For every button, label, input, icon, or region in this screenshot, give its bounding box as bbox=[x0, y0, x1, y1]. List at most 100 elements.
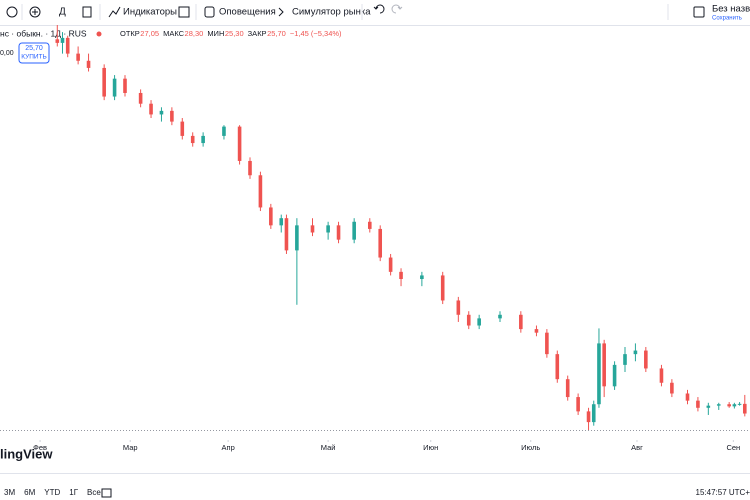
candle-body bbox=[284, 218, 289, 251]
candle-body bbox=[612, 364, 617, 387]
range-button[interactable]: 6М bbox=[24, 488, 35, 497]
candle-body bbox=[367, 221, 372, 229]
candle-body bbox=[706, 405, 711, 408]
candle-body bbox=[237, 126, 242, 161]
candle-body bbox=[102, 67, 106, 97]
candle-body bbox=[222, 126, 226, 136]
range-button[interactable]: Все bbox=[87, 488, 101, 497]
candle-body bbox=[76, 53, 80, 61]
legend-high-label: МАКС bbox=[163, 29, 185, 38]
add-icon[interactable] bbox=[29, 6, 41, 18]
status-dot bbox=[96, 31, 102, 37]
x-tick-label: Июль bbox=[521, 443, 540, 452]
candle-body bbox=[310, 225, 315, 233]
candle-body bbox=[60, 37, 65, 43]
candle-body bbox=[477, 318, 481, 326]
candle-body bbox=[138, 92, 143, 104]
candle-body bbox=[456, 300, 461, 315]
layout-name[interactable]: Без назван bbox=[712, 4, 750, 15]
range-button[interactable]: YTD bbox=[44, 488, 60, 497]
candle-body bbox=[597, 343, 601, 405]
candle-body bbox=[696, 400, 700, 408]
candle-body bbox=[586, 411, 591, 423]
range-button[interactable]: 1Г bbox=[69, 488, 78, 497]
range-button[interactable]: 3М bbox=[4, 488, 15, 497]
toolbar-item[interactable]: Д bbox=[59, 7, 66, 18]
candle-body bbox=[466, 314, 471, 326]
indicators-icon bbox=[108, 6, 121, 18]
range-bar: 3М 6М YTD 1Г Все bbox=[4, 488, 101, 497]
candle-body bbox=[258, 175, 263, 208]
candle-body bbox=[670, 382, 674, 394]
icon[interactable] bbox=[6, 6, 18, 18]
candle-body bbox=[388, 257, 393, 272]
candle-body bbox=[170, 110, 174, 122]
toolbar-item[interactable]: Индикаторы bbox=[123, 7, 177, 18]
buy-button[interactable] bbox=[18, 42, 50, 64]
candle-body bbox=[86, 60, 91, 68]
layout-checkbox[interactable] bbox=[693, 6, 705, 18]
candle-body bbox=[519, 314, 523, 330]
candle-body bbox=[420, 275, 424, 280]
toolbar-item[interactable]: Оповещения bbox=[219, 7, 276, 18]
alert-icon bbox=[204, 6, 215, 18]
buy-price[interactable]: 25,70 bbox=[25, 45, 43, 52]
candle-body bbox=[336, 225, 341, 240]
candle-body bbox=[545, 332, 549, 355]
legend-change: −1,45 (−5,34%) bbox=[290, 29, 342, 38]
candle-body bbox=[378, 228, 383, 258]
x-tick-label: Фев bbox=[33, 443, 47, 452]
chart-type-icon[interactable] bbox=[82, 6, 92, 18]
candle-body bbox=[659, 368, 664, 383]
x-tick-label: Сен bbox=[726, 443, 740, 452]
candle-body bbox=[159, 110, 164, 115]
candle-body bbox=[591, 404, 596, 423]
plot bbox=[55, 25, 747, 430]
candle-body bbox=[326, 225, 330, 233]
sell-price: 0,00 bbox=[0, 50, 14, 57]
candle-body bbox=[112, 78, 117, 97]
candle-body bbox=[352, 221, 356, 240]
x-tick-label: Авг bbox=[631, 443, 643, 452]
legend-low: 25,30 bbox=[225, 29, 244, 38]
candle-body bbox=[248, 160, 252, 176]
ohlc-legend: ОТКР 27,05 МАКС 28,30 МИН 25,30 ЗАКР 25,70 −1,45… bbox=[120, 29, 342, 38]
layout-icon[interactable] bbox=[178, 6, 190, 18]
legend-open: 27,05 bbox=[140, 29, 159, 38]
x-tick-label: Апр bbox=[222, 443, 235, 452]
candle-body bbox=[623, 354, 627, 365]
candle-body bbox=[201, 135, 205, 144]
legend-open-label: ОТКР bbox=[120, 29, 140, 38]
candle-body bbox=[716, 404, 721, 406]
candle-body bbox=[123, 78, 127, 93]
candle-body bbox=[576, 397, 580, 412]
candle-body bbox=[55, 39, 60, 43]
toolbar-item[interactable]: Симулятор рынка bbox=[292, 7, 371, 18]
x-tick-label: Мар bbox=[123, 443, 138, 452]
replay-icon bbox=[278, 7, 284, 17]
candle-body bbox=[732, 404, 737, 407]
candle-body bbox=[633, 350, 638, 355]
save-label[interactable]: Сохранить bbox=[712, 16, 742, 22]
x-tick-label: Июн bbox=[423, 443, 438, 452]
candle-body bbox=[180, 121, 185, 136]
undo-icon[interactable] bbox=[373, 4, 385, 14]
legend-low-label: МИН bbox=[207, 29, 224, 38]
candle-body bbox=[269, 207, 273, 226]
candle-body bbox=[295, 225, 299, 251]
candle-body bbox=[498, 314, 502, 319]
redo-icon[interactable] bbox=[391, 4, 403, 14]
candle-body bbox=[727, 404, 731, 407]
legend-high: 28,30 bbox=[185, 29, 204, 38]
candle-body bbox=[399, 271, 403, 280]
candle-body bbox=[440, 275, 445, 301]
date-range-icon[interactable] bbox=[101, 488, 112, 498]
x-tick-label: Май bbox=[321, 443, 336, 452]
buy-label[interactable]: КУПИТЬ bbox=[21, 54, 47, 61]
candle-body bbox=[565, 379, 570, 398]
candle-body bbox=[149, 103, 153, 115]
candle-body bbox=[737, 403, 742, 405]
candle-body bbox=[555, 354, 560, 380]
